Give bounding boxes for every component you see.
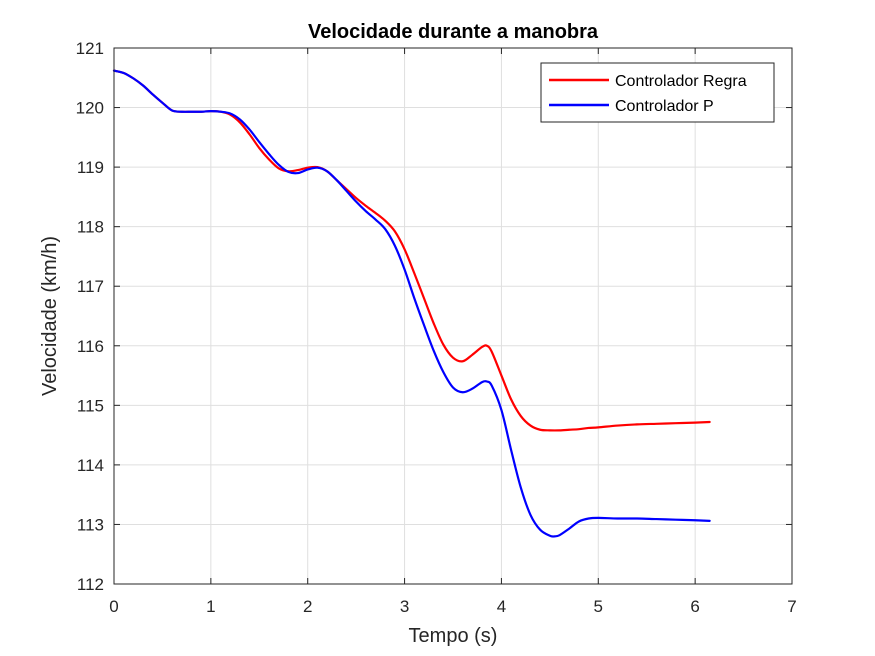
x-tick-label: 3 [400, 597, 409, 616]
y-tick-label: 119 [77, 158, 104, 177]
legend-label: Controlador P [615, 98, 714, 115]
x-tick-label: 7 [787, 597, 796, 616]
plot-area [114, 48, 792, 584]
y-tick-label: 118 [77, 218, 104, 237]
y-tick-label: 113 [77, 515, 104, 534]
y-axis-label: Velocidade (km/h) [39, 236, 61, 396]
x-tick-label: 2 [303, 597, 312, 616]
x-tick-label: 4 [497, 597, 506, 616]
y-tick-label: 121 [76, 39, 104, 58]
legend: Controlador Regra Controlador P [540, 62, 775, 123]
plot-border [113, 47, 793, 585]
y-tick-label: 115 [77, 396, 104, 415]
y-tick-label: 112 [77, 575, 104, 594]
x-axis-label: Tempo (s) [409, 625, 498, 647]
y-tick-label: 120 [76, 99, 104, 118]
x-tick-label: 6 [690, 597, 699, 616]
x-tick-label: 0 [109, 597, 118, 616]
y-tick-label: 117 [77, 277, 104, 296]
legend-label: Controlador Regra [615, 73, 747, 90]
legend-box [540, 62, 775, 123]
y-tick-label: 114 [77, 456, 104, 475]
chart-title: Velocidade durante a manobra [308, 21, 599, 43]
x-tick-label: 5 [594, 597, 603, 616]
series-line-controlador-p [112, 69, 711, 538]
y-tick-label: 116 [77, 337, 104, 356]
x-tick-label: 1 [206, 597, 215, 616]
series-lines [112, 69, 711, 538]
axis-ticks: 0 1 2 3 4 5 6 7 112 113 114 115 116 117 118 119 120 121 [76, 39, 797, 616]
